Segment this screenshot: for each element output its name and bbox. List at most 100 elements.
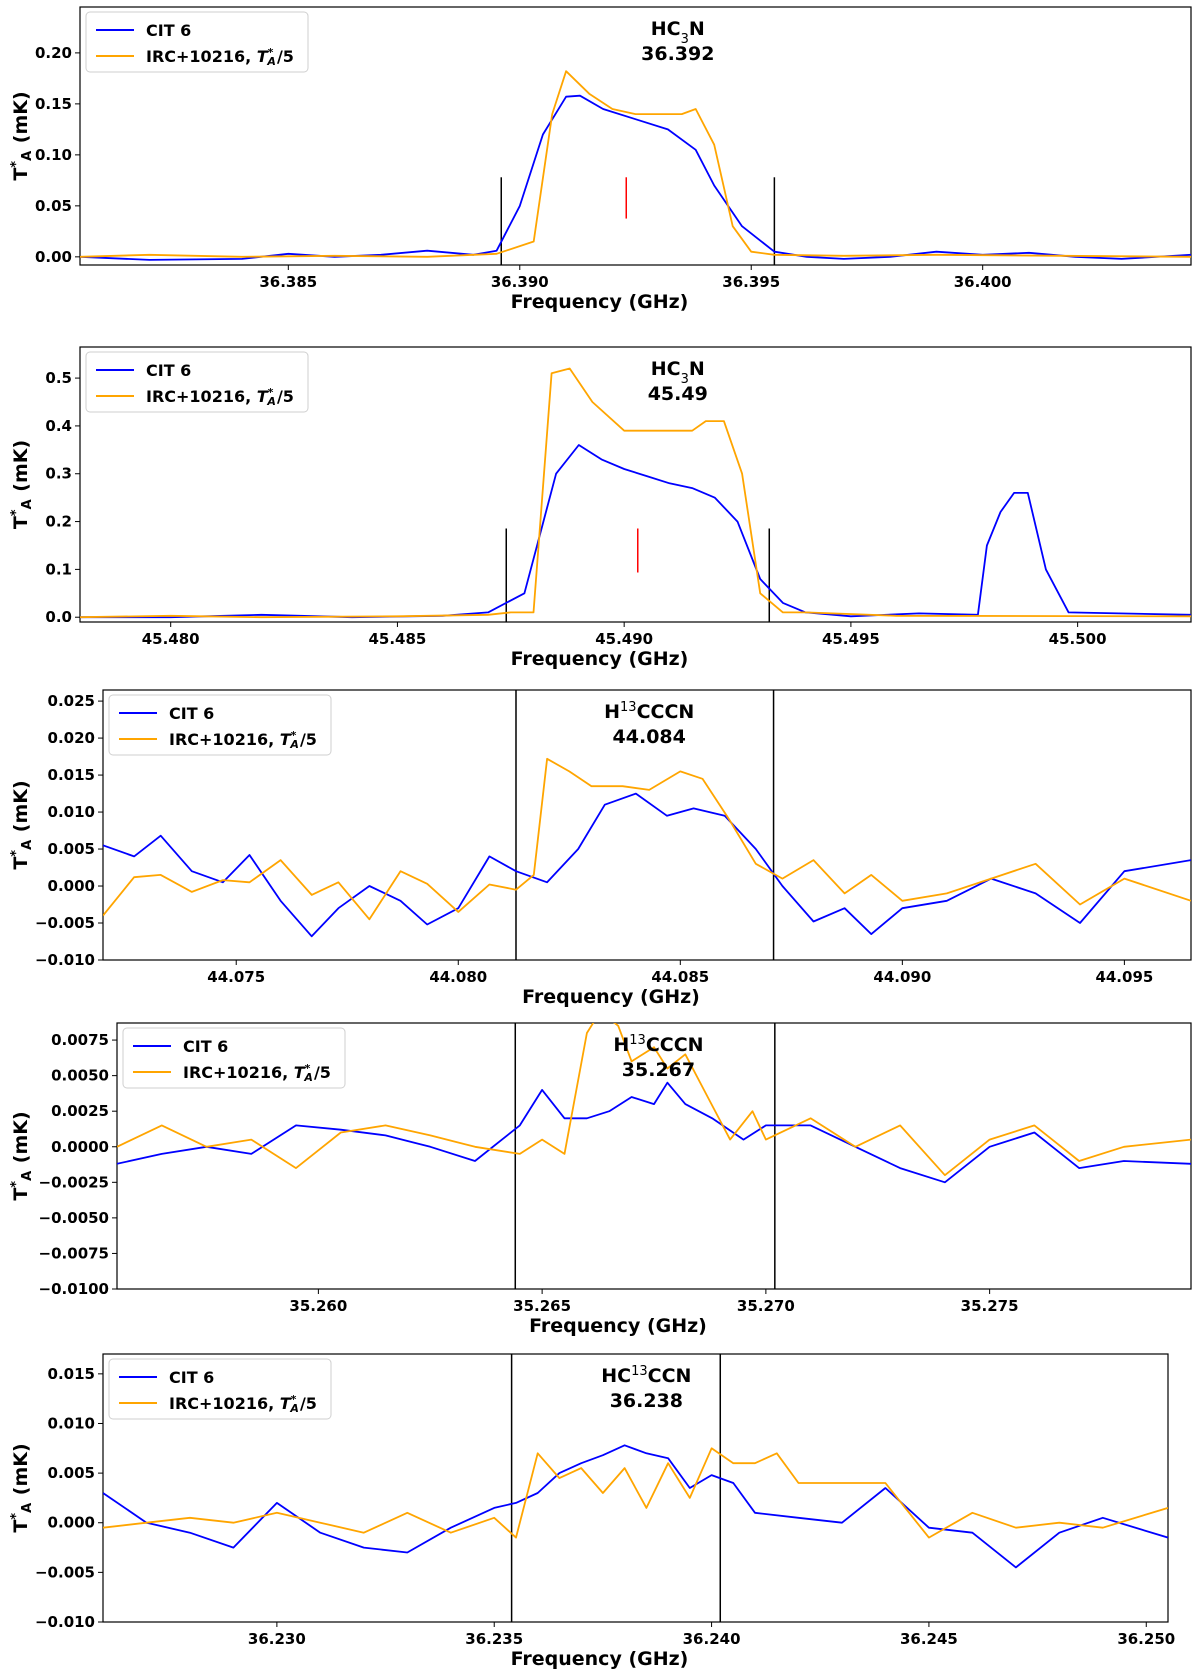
legend-label-cit6: CIT 6 xyxy=(169,704,214,723)
chart-panel-1: 36.385 36.390 36.395 36.400 0.00 0.05 0.10 0.15… xyxy=(9,6,1192,313)
chart-panel-2: 45.480 45.485 45.490 45.495 45.500 0.0 0.1 0.2 0… xyxy=(9,346,1192,670)
y-tick-label: 0.015 xyxy=(48,766,95,784)
chart-panel-4: 35.260 35.265 35.270 35.275 −0.0100 −0.0075 −0… xyxy=(9,1022,1192,1337)
y-tick-label: 0.000 xyxy=(48,877,95,895)
y-tick-label: −0.0025 xyxy=(39,1173,109,1191)
legend-label-irc10216: IRC+10216, T* A/5 xyxy=(146,386,294,409)
y-tick-label: 0.010 xyxy=(48,803,95,821)
y-tick-label: 0.4 xyxy=(45,417,72,435)
y-axis-label: T*A (mK) xyxy=(9,91,35,180)
x-tick-label: 36.395 xyxy=(722,273,780,291)
plot-frame xyxy=(79,346,1192,623)
plot-frame xyxy=(79,6,1192,266)
legend-label-irc10216: IRC+10216, T* A/5 xyxy=(146,46,294,69)
x-tick-label: 36.245 xyxy=(900,1630,958,1648)
y-tick-label: 0.0025 xyxy=(51,1102,109,1120)
y-tick-label: 0.0 xyxy=(45,608,72,626)
x-axis-label: Frequency (GHz) xyxy=(511,291,689,313)
cit6-series-line xyxy=(103,792,1191,938)
plot-frame xyxy=(102,1353,1169,1623)
legend: CIT 6 IRC+10216, T* A/5 xyxy=(108,694,332,756)
x-tick-label: 44.085 xyxy=(651,968,709,986)
line-markers xyxy=(510,1354,722,1622)
x-tick-label: 36.240 xyxy=(683,1630,741,1648)
x-tick-label: 36.235 xyxy=(465,1630,523,1648)
legend-label-irc10216: IRC+10216, T* A/5 xyxy=(169,1393,317,1416)
chart-panel-3: 44.075 44.080 44.085 44.090 44.095 −0.010 −0.0… xyxy=(9,689,1192,1008)
legend: CIT 6 IRC+10216, T* A/5 xyxy=(85,351,309,413)
x-tick-label: 44.075 xyxy=(207,968,265,986)
line-markers xyxy=(500,177,776,265)
x-tick-label: 35.275 xyxy=(961,1297,1019,1315)
x-tick-label: 44.080 xyxy=(429,968,487,986)
y-tick-label: 0.005 xyxy=(48,840,95,858)
molecule-label: H13CCCN xyxy=(613,1033,703,1057)
y-axis-label: T*A (mK) xyxy=(9,780,35,869)
legend-label-irc10216: IRC+10216, T* A/5 xyxy=(169,729,317,752)
series-group xyxy=(117,1023,1191,1184)
legend-label-cit6: CIT 6 xyxy=(169,1368,214,1387)
line-markers xyxy=(514,1023,776,1289)
y-axis-label: T*A (mK) xyxy=(9,1111,35,1200)
y-tick-label: 0.010 xyxy=(48,1414,95,1432)
cit6-series-line xyxy=(117,1081,1191,1184)
rest-frequency-label: 36.238 xyxy=(610,1390,683,1412)
y-tick-label: 0.000 xyxy=(48,1514,95,1532)
y-tick-label: 0.025 xyxy=(48,692,95,710)
legend: CIT 6 IRC+10216, T* A/5 xyxy=(85,11,309,73)
y-tick-label: −0.010 xyxy=(35,951,95,969)
x-tick-label: 45.500 xyxy=(1049,630,1107,648)
x-tick-label: 35.260 xyxy=(289,1297,347,1315)
line-markers xyxy=(515,690,775,960)
y-tick-label: 0.00 xyxy=(35,248,72,266)
x-axis-label: Frequency (GHz) xyxy=(522,986,700,1008)
rest-frequency-label: 36.392 xyxy=(641,43,714,65)
y-tick-label: 0.05 xyxy=(35,197,72,215)
y-tick-label: 0.015 xyxy=(48,1365,95,1383)
x-tick-label: 45.495 xyxy=(822,630,880,648)
legend: CIT 6 IRC+10216, T* A/5 xyxy=(122,1027,346,1089)
x-tick-label: 36.250 xyxy=(1117,1630,1175,1648)
series-group xyxy=(80,367,1191,619)
legend-label-cit6: CIT 6 xyxy=(183,1037,228,1056)
rest-frequency-label: 35.267 xyxy=(622,1059,695,1081)
y-tick-label: −0.010 xyxy=(35,1613,95,1631)
y-axis-label: T*A (mK) xyxy=(9,1443,35,1532)
y-tick-label: 0.1 xyxy=(45,560,72,578)
y-tick-label: −0.005 xyxy=(35,914,95,932)
plot-frame xyxy=(102,689,1192,961)
x-tick-label: 45.480 xyxy=(142,630,200,648)
x-tick-label: 44.090 xyxy=(873,968,931,986)
x-tick-label: 45.485 xyxy=(368,630,426,648)
legend-label-irc10216: IRC+10216, T* A/5 xyxy=(183,1062,331,1085)
y-tick-label: 0.020 xyxy=(48,729,95,747)
series-group xyxy=(80,70,1191,261)
x-tick-label: 44.095 xyxy=(1095,968,1153,986)
irc10216-series-line xyxy=(80,367,1191,619)
y-tick-label: 0.005 xyxy=(48,1464,95,1482)
x-tick-label: 36.230 xyxy=(248,1630,306,1648)
y-tick-label: −0.0050 xyxy=(39,1209,109,1227)
legend: CIT 6 IRC+10216, T* A/5 xyxy=(108,1358,332,1420)
rest-frequency-label: 45.49 xyxy=(648,383,708,405)
molecule-label: H13CCCN xyxy=(604,700,694,724)
x-axis-label: Frequency (GHz) xyxy=(511,648,689,670)
y-tick-label: 0.3 xyxy=(45,465,72,483)
y-tick-label: 0.0075 xyxy=(51,1031,109,1049)
irc10216-series-line xyxy=(103,757,1191,921)
legend-box xyxy=(108,1358,332,1420)
x-tick-label: 36.385 xyxy=(259,273,317,291)
y-axis-label: T*A (mK) xyxy=(9,440,35,529)
legend-label-cit6: CIT 6 xyxy=(146,21,191,40)
y-tick-label: 0.10 xyxy=(35,146,72,164)
cit6-series-line xyxy=(103,1444,1168,1569)
x-tick-label: 35.265 xyxy=(513,1297,571,1315)
chart-panel-5: 36.230 36.235 36.240 36.245 36.250 −0.010 −0.0… xyxy=(9,1353,1175,1670)
molecule-label: HC3N xyxy=(651,358,705,387)
legend-box xyxy=(85,11,309,73)
x-tick-label: 45.490 xyxy=(595,630,653,648)
molecule-label: HC13CCN xyxy=(601,1364,691,1388)
x-tick-label: 36.400 xyxy=(954,273,1012,291)
x-tick-label: 35.270 xyxy=(737,1297,795,1315)
